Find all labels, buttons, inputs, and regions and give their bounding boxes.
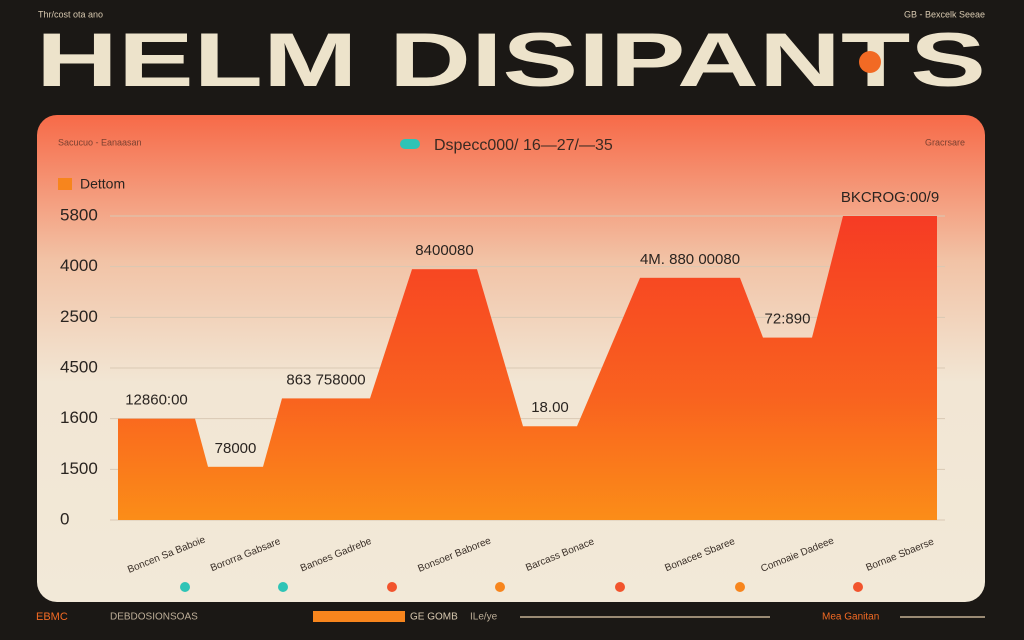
card-note-left: Sacucuo - Eanaasan: [58, 137, 142, 147]
legend-label: Dettom: [80, 176, 125, 192]
area-connector: [263, 398, 282, 520]
area-connector: [195, 418, 208, 520]
footer-text: ILe/ye: [470, 612, 498, 623]
value-label: 8400080: [415, 242, 473, 259]
value-label: 72:890: [765, 311, 811, 328]
footer-left: EBMC: [36, 611, 68, 623]
category-dot: [278, 582, 288, 592]
category-dot: [495, 582, 505, 592]
y-tick-label: 1600: [60, 408, 98, 427]
subtitle-swatch: [400, 139, 420, 149]
value-label: 78000: [215, 440, 257, 457]
y-tick-label: 5800: [60, 205, 98, 224]
legend-swatch: [58, 178, 72, 190]
top-left-note: Thr/cost ota ano: [38, 9, 103, 19]
area-connector: [577, 277, 640, 520]
category-dot: [735, 582, 745, 592]
y-tick-label: 0: [60, 509, 69, 528]
footer-right: Mea Ganitan: [822, 612, 879, 623]
footer: [0, 604, 1024, 640]
footer-bar: [313, 611, 405, 622]
chart-title: HELM DISIPANTS: [36, 18, 986, 103]
area-step: [412, 269, 477, 520]
footer-text: DEBDOSIONSOAS: [110, 612, 198, 623]
area-step: [763, 337, 812, 520]
chart-subtitle: Dspecc000/ 16—27/—35: [434, 137, 613, 154]
area-step: [118, 418, 195, 520]
value-label: 18.00: [531, 399, 569, 416]
value-label: 863 758000: [286, 371, 365, 388]
y-tick-label: 2500: [60, 307, 98, 326]
y-tick-label: 1500: [60, 459, 98, 478]
area-connector: [477, 269, 523, 520]
footer-text: GE GOMB: [410, 612, 458, 623]
y-tick-label: 4000: [60, 256, 98, 275]
category-dot: [615, 582, 625, 592]
value-label: 4M. 880 00080: [640, 251, 740, 268]
category-dot: [180, 582, 190, 592]
area-step: [523, 426, 577, 520]
category-dot: [853, 582, 863, 592]
area-connector: [740, 277, 763, 520]
area-step: [208, 466, 263, 520]
title-ornament: [859, 51, 881, 73]
y-tick-label: 4500: [60, 357, 98, 376]
top-right-note: GB - Bexcelk Seeae: [904, 9, 985, 19]
area-step: [640, 277, 740, 520]
card-note-right: Gracrsare: [925, 137, 965, 147]
area-connector: [370, 269, 412, 520]
value-label: 12860:00: [125, 392, 188, 409]
area-step: [843, 216, 937, 520]
area-step: [282, 398, 370, 520]
area-connector: [812, 216, 843, 520]
value-label: BKCROG:00/9: [841, 189, 939, 206]
category-dot: [387, 582, 397, 592]
